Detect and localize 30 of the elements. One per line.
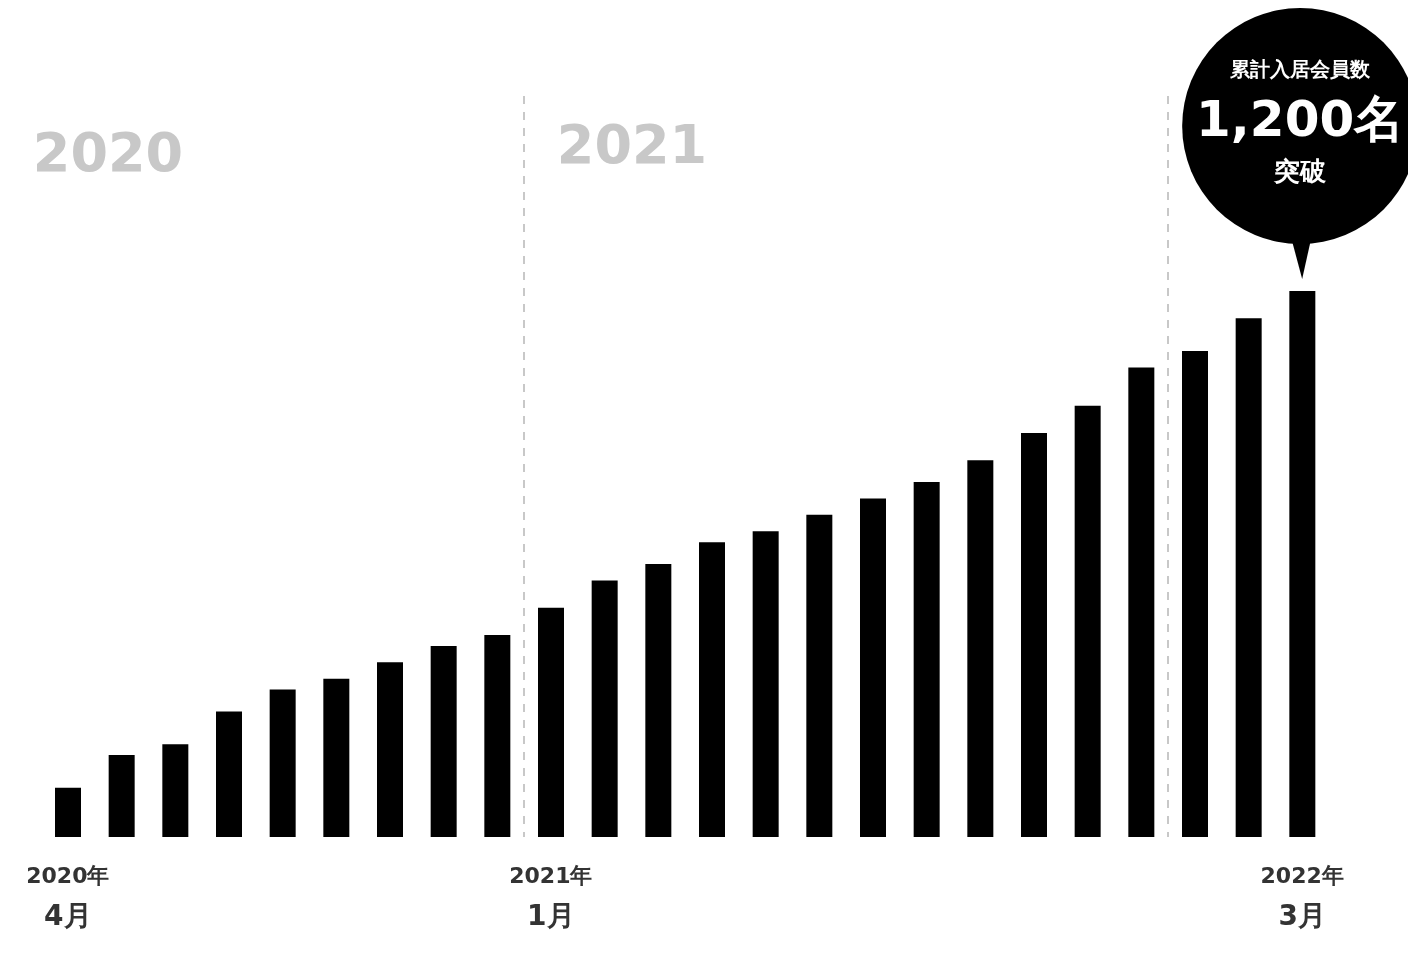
bar: [1021, 432, 1047, 837]
bar: [967, 460, 994, 837]
x-tick-label: 2020年 4月: [26, 863, 110, 932]
bar: [377, 662, 403, 837]
x-tick-label: 2021年 1月: [509, 863, 593, 932]
bar: [1074, 405, 1101, 837]
bar: [645, 564, 672, 837]
bar: [1128, 367, 1155, 837]
x-tick-label: 2022年 3月: [1260, 863, 1344, 932]
bar: [1289, 291, 1316, 837]
bar: [752, 531, 779, 837]
bar: [55, 787, 81, 837]
bar: [1182, 351, 1208, 837]
bar: [484, 634, 511, 837]
bar: [699, 542, 725, 837]
text: 累計入居会員数: [1229, 57, 1372, 81]
bar: [538, 607, 564, 837]
bar: [860, 498, 886, 837]
bar: [430, 645, 457, 837]
bar: [806, 514, 833, 837]
bar: [216, 711, 242, 837]
text: 1,200名: [1196, 90, 1405, 148]
text: 突破: [1273, 156, 1328, 186]
bar: [591, 580, 618, 837]
bar: [269, 689, 296, 837]
bar: [913, 482, 940, 837]
bar: [162, 744, 189, 837]
bar: [108, 755, 135, 837]
bar: [1235, 318, 1262, 837]
bar: [323, 678, 350, 837]
